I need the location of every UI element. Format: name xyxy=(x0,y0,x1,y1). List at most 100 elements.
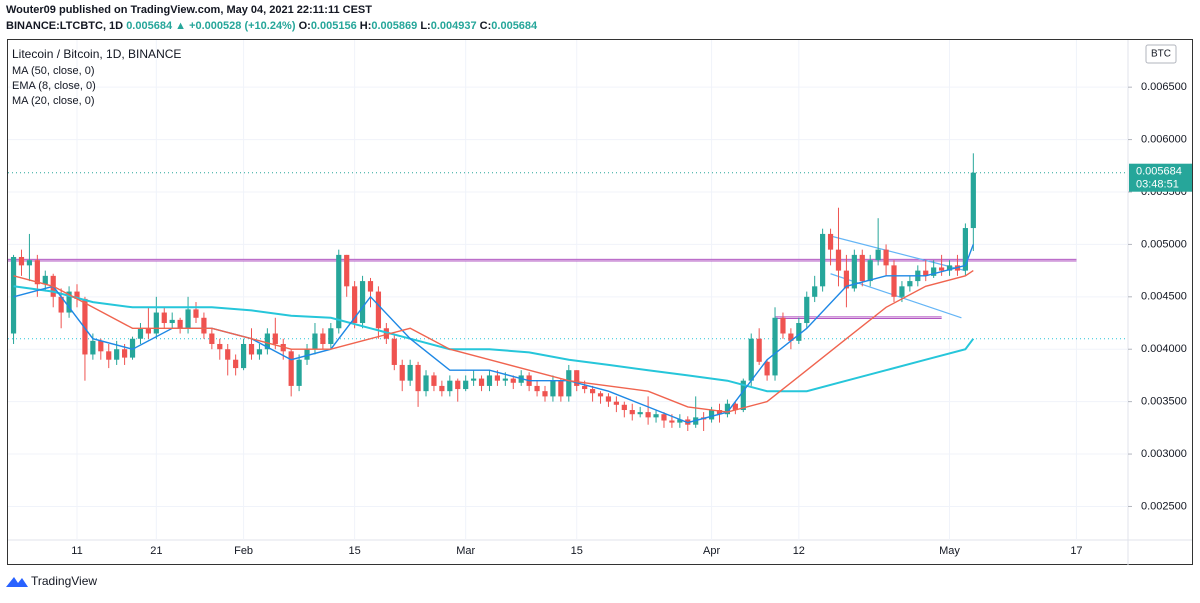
candle-body xyxy=(18,256,25,266)
candle-body xyxy=(82,298,88,355)
candle-body xyxy=(550,380,556,397)
y-tick-label: 0.006000 xyxy=(1141,133,1187,145)
h-label: H: xyxy=(360,20,372,32)
candle-body xyxy=(304,349,310,360)
candle-body xyxy=(613,401,619,405)
candle-body xyxy=(827,233,834,250)
plot xyxy=(8,40,1128,540)
candle-body xyxy=(169,319,175,324)
candle-body xyxy=(328,328,334,344)
currency[interactable]: BTC xyxy=(1151,49,1171,60)
x-tick-label: 15 xyxy=(349,545,361,557)
candle-body xyxy=(804,296,810,324)
candle-body xyxy=(883,249,889,266)
candle-body xyxy=(740,380,746,411)
candle-body xyxy=(248,343,255,355)
candle-body xyxy=(534,385,540,392)
candle-body xyxy=(66,291,72,313)
candle-body xyxy=(359,281,366,324)
candle-body xyxy=(90,340,96,355)
candle-body xyxy=(288,351,294,386)
candle-body xyxy=(558,380,564,397)
candle-body xyxy=(907,281,913,287)
candle-body xyxy=(582,385,588,390)
candle-body xyxy=(820,233,826,287)
candle-body xyxy=(439,385,445,392)
last-price-label: 0.005684 xyxy=(1136,166,1182,178)
candle-body xyxy=(415,364,421,392)
candle-body xyxy=(653,414,659,418)
change: ▲ +0.000528 (+10.24%) xyxy=(175,20,296,32)
candle-body xyxy=(574,370,580,386)
candle-body xyxy=(772,317,778,376)
moving-average xyxy=(13,270,974,413)
chart-frame xyxy=(7,39,1193,565)
candle-body xyxy=(764,361,770,376)
y-tick-label: 0.002500 xyxy=(1141,500,1187,512)
candle-body xyxy=(486,375,493,386)
candle-body xyxy=(233,359,239,369)
c-label: C: xyxy=(480,20,492,32)
candle-body xyxy=(796,323,802,341)
tv-logo xyxy=(6,577,28,587)
o-value: 0.005156 xyxy=(311,20,357,32)
l-value: 0.004937 xyxy=(431,20,477,32)
candle-body xyxy=(812,286,818,297)
candle-body xyxy=(463,380,469,390)
x-tick-label: 12 xyxy=(793,545,805,557)
y-tick-label: 0.006500 xyxy=(1141,81,1187,93)
x-tick-label: Mar xyxy=(456,545,475,557)
candle-body xyxy=(114,349,120,360)
o-label: O: xyxy=(299,20,311,32)
candle-body xyxy=(589,389,596,394)
candle-body xyxy=(217,343,223,350)
x-tick-label: 15 xyxy=(571,545,583,557)
candle-body xyxy=(296,359,302,386)
candle-body xyxy=(661,414,667,421)
candle-body xyxy=(859,254,865,282)
candle-body xyxy=(256,349,263,355)
countdown: 03:48:51 xyxy=(1136,179,1179,191)
candle-body xyxy=(399,364,405,381)
candle-body xyxy=(375,291,382,329)
candle-body xyxy=(10,256,17,334)
y-tick-label: 0.004000 xyxy=(1141,343,1187,355)
candle-body xyxy=(74,291,80,299)
candle-body xyxy=(677,419,683,423)
candle-body xyxy=(938,267,945,271)
candle-body xyxy=(26,260,33,266)
candle-body xyxy=(756,338,762,362)
candle-body xyxy=(177,319,183,329)
candle-body xyxy=(129,338,136,358)
currency-button[interactable] xyxy=(1145,44,1177,64)
candle-body xyxy=(891,265,897,297)
x-tick-label: May xyxy=(939,545,960,557)
candle-body xyxy=(566,370,572,397)
legend-entry: MA (50, close, 0) xyxy=(12,65,95,77)
candle-body xyxy=(145,328,151,334)
x-tick-label: Apr xyxy=(703,545,720,557)
ticker-line: BINANCE:LTCBTC, 1D 0.005684 ▲ +0.000528 … xyxy=(6,20,538,32)
candle-body xyxy=(494,375,501,381)
candle-body xyxy=(923,270,929,276)
c-value: 0.005684 xyxy=(491,20,538,32)
candle-body xyxy=(788,333,794,341)
publisher: Wouter09 published on TradingView.com, M… xyxy=(6,4,372,16)
candle-body xyxy=(407,364,413,381)
candle-body xyxy=(161,312,167,324)
x-tick-label: 21 xyxy=(150,545,162,557)
price: 0.005684 xyxy=(126,20,173,32)
candle-body xyxy=(34,260,40,285)
candle-body xyxy=(153,312,159,334)
last-price-box xyxy=(1129,163,1192,192)
candle-body xyxy=(510,378,516,383)
candle-body xyxy=(478,378,485,386)
candle-body xyxy=(209,333,215,344)
candle-body xyxy=(352,286,358,324)
l-label: L: xyxy=(420,20,430,32)
candle-body xyxy=(669,420,675,423)
candle-body xyxy=(780,317,786,334)
x-tick-label: 11 xyxy=(71,545,82,557)
candle-body xyxy=(851,254,857,289)
